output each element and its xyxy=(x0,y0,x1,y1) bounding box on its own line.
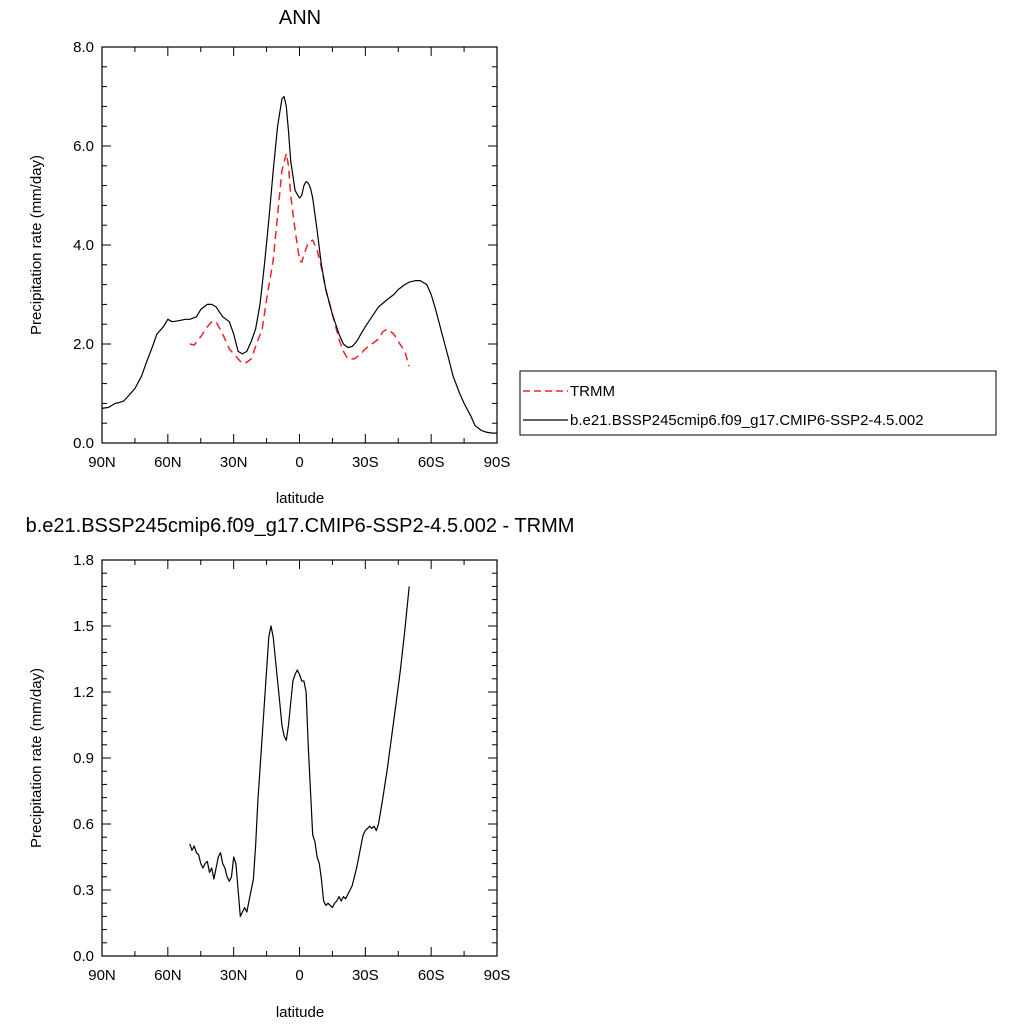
x-tick-label: 0 xyxy=(295,454,303,471)
x-tick-label: 60N xyxy=(154,454,182,471)
y-tick-label: 0.9 xyxy=(73,750,94,767)
x-tick-label: 60S xyxy=(418,967,445,984)
legend-label-model: b.e21.BSSP245cmip6.f09_g17.CMIP6-SSP2-4.… xyxy=(570,412,924,429)
chart-bottom-ylabel: Precipitation rate (mm/day) xyxy=(28,668,45,848)
y-tick-label: 8.0 xyxy=(73,39,94,56)
legend-box xyxy=(519,370,997,436)
plot-frame xyxy=(101,46,498,444)
y-tick-label: 2.0 xyxy=(73,336,94,353)
x-tick-label: 90S xyxy=(484,454,511,471)
x-tick-label: 30N xyxy=(220,454,248,471)
x-tick-label: 30S xyxy=(352,454,379,471)
plot-frame xyxy=(101,559,498,957)
x-tick-label: 60N xyxy=(154,967,182,984)
y-tick-label: 0.0 xyxy=(73,435,94,452)
x-tick-label: 90S xyxy=(484,967,511,984)
chart-bottom-xlabel: latitude xyxy=(276,1004,324,1021)
series-line-1-0 xyxy=(189,586,410,918)
chart-top-title: ANN xyxy=(279,7,321,29)
legend: TRMM b.e21.BSSP245cmip6.f09_g17.CMIP6-SS… xyxy=(519,370,997,436)
y-tick-label: 6.0 xyxy=(73,138,94,155)
series-line-0-0 xyxy=(189,152,410,367)
series-line-0-1 xyxy=(101,95,497,434)
y-tick-label: 4.0 xyxy=(73,237,94,254)
y-tick-label: 0.3 xyxy=(73,882,94,899)
y-tick-label: 1.8 xyxy=(73,552,94,569)
chart-top-ylabel: Precipitation rate (mm/day) xyxy=(28,155,45,335)
chart-top: ANN Precipitation rate (mm/day) latitude… xyxy=(28,7,510,507)
x-tick-label: 0 xyxy=(295,967,303,984)
x-tick-label: 90N xyxy=(88,454,116,471)
chart-top-xlabel: latitude xyxy=(276,490,324,507)
x-tick-label: 30S xyxy=(352,967,379,984)
y-tick-label: 1.2 xyxy=(73,684,94,701)
chart-bottom-title: b.e21.BSSP245cmip6.f09_g17.CMIP6-SSP2-4.… xyxy=(26,515,575,537)
y-tick-label: 0.6 xyxy=(73,816,94,833)
y-tick-label: 1.5 xyxy=(73,618,94,635)
legend-label-trmm: TRMM xyxy=(570,383,615,400)
x-tick-label: 30N xyxy=(220,967,248,984)
y-tick-label: 0.0 xyxy=(73,948,94,965)
chart-bottom: b.e21.BSSP245cmip6.f09_g17.CMIP6-SSP2-4.… xyxy=(26,515,575,1021)
x-tick-label: 60S xyxy=(418,454,445,471)
x-tick-label: 90N xyxy=(88,967,116,984)
